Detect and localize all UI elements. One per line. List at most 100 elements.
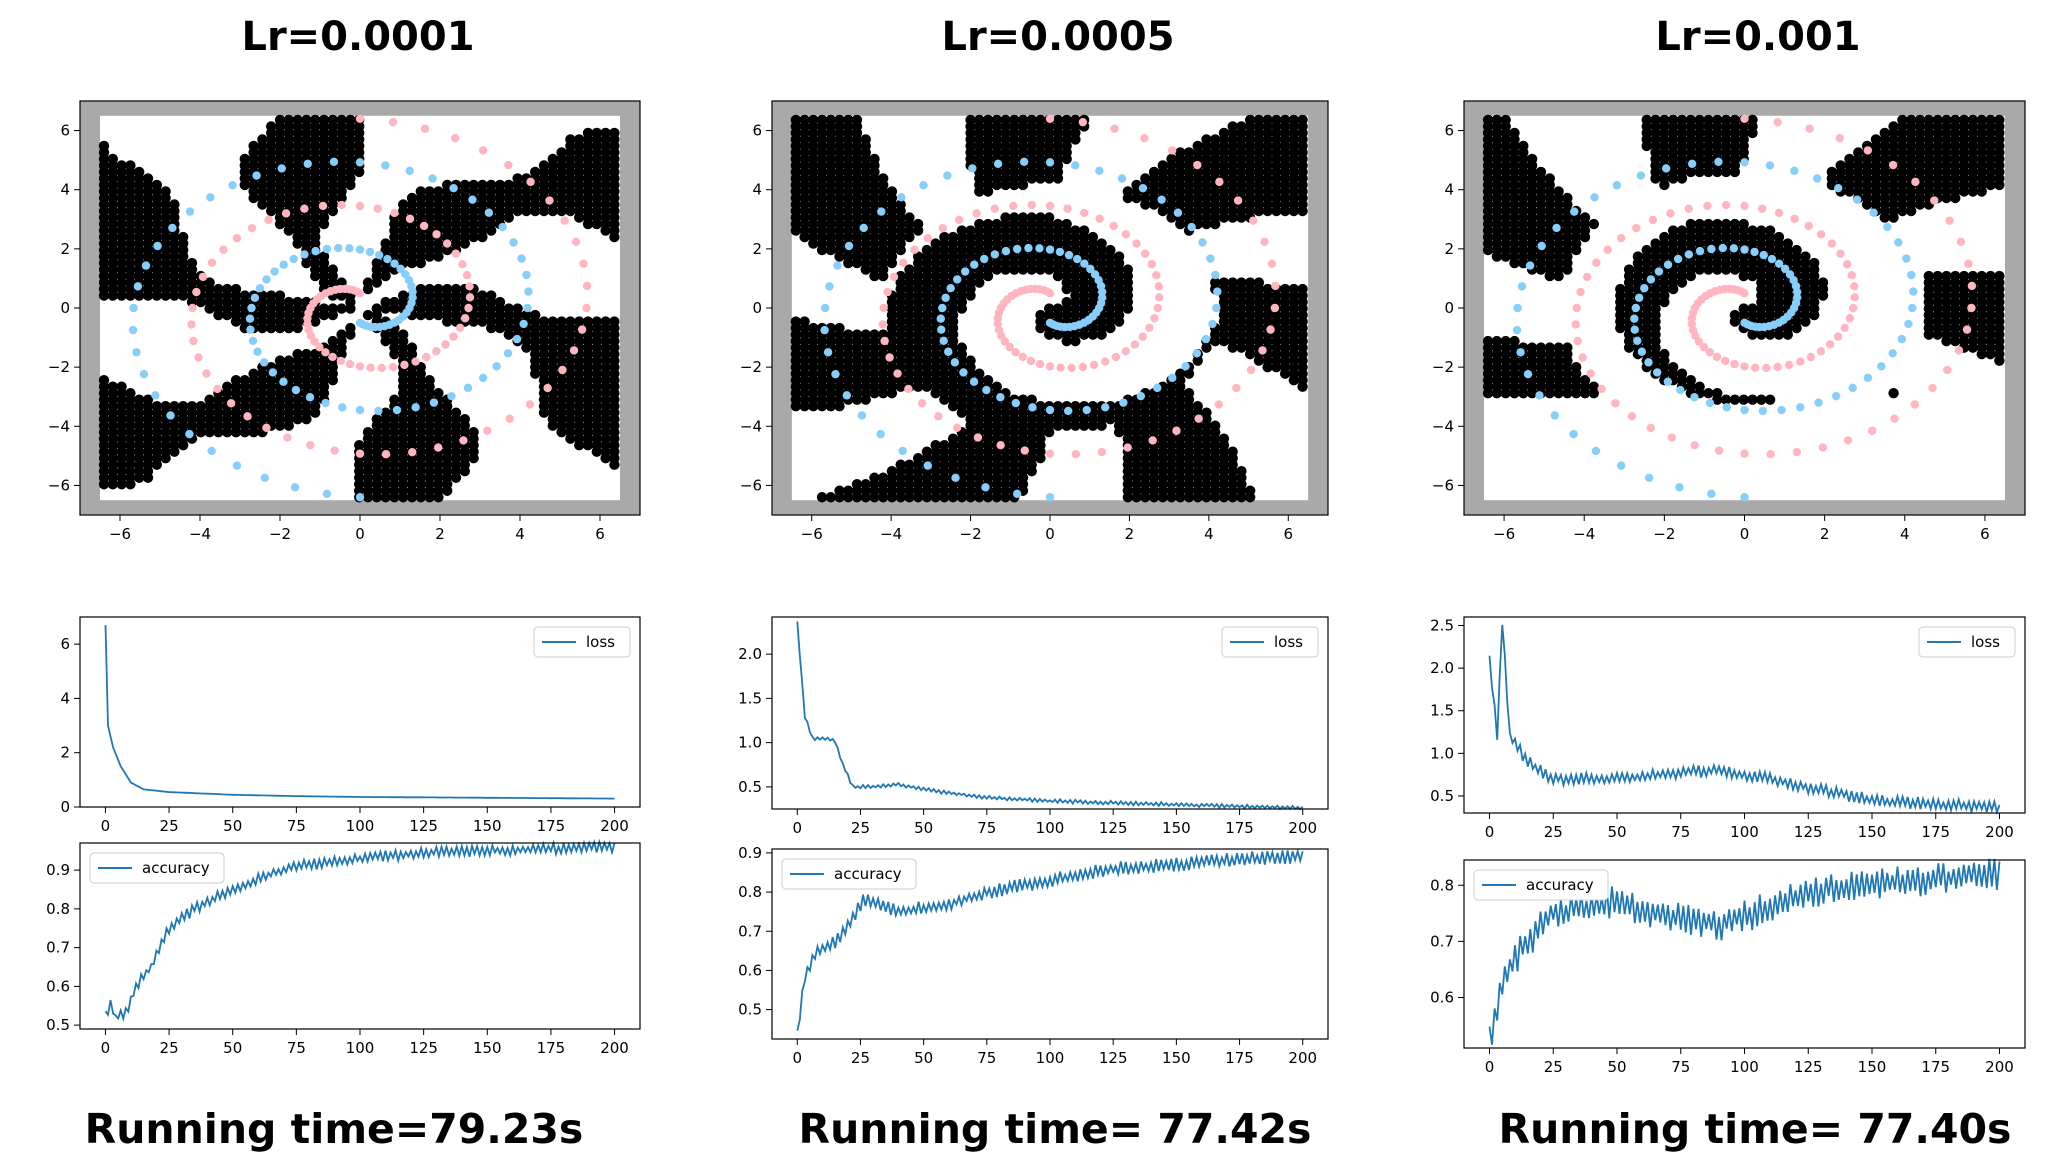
scatter-1-xtick-label: 0 xyxy=(1045,525,1055,543)
scatter-0-region-dot xyxy=(107,153,119,165)
scatter-1-blue-point xyxy=(1201,334,1211,344)
column-title-lr-001: Lr=0.001 xyxy=(1655,14,1861,60)
scatter-1-region-dot xyxy=(869,153,880,165)
scatter-0-blue-point xyxy=(523,303,532,313)
scatter-1-pink-point xyxy=(893,369,902,378)
scatter-0-pink-point xyxy=(328,352,337,362)
scatter-0-region-dot xyxy=(327,303,338,314)
scatter-2-region-dot xyxy=(1809,257,1820,269)
scatter-0-region-dot xyxy=(433,186,444,197)
scatter-0-pink-point xyxy=(478,146,488,155)
scatter-1-blue-point xyxy=(1045,405,1055,415)
scatter-0-blue-point xyxy=(129,303,138,313)
scatter-1-blue-point xyxy=(993,159,1003,169)
scatter-0-blue-point xyxy=(468,195,477,204)
scatter-2-pink-point xyxy=(1836,249,1845,258)
scatter-0-pink-point xyxy=(262,423,271,433)
scatter-2-region-dot xyxy=(1553,186,1564,197)
scatter-1-blue-point xyxy=(1138,183,1148,193)
scatter-0-region-dot xyxy=(380,296,391,308)
scatter-2-pink-point xyxy=(1703,201,1712,211)
scatter-0-region-dot xyxy=(301,348,312,360)
scatter-0-blue-point xyxy=(405,166,414,176)
scatter-0-blue-point xyxy=(321,398,330,408)
scatter-0-blue-point xyxy=(381,161,390,170)
scatter-1-region-dot xyxy=(1244,485,1256,496)
scatter-2-blue-point xyxy=(1863,373,1873,383)
scatter-2-blue-point xyxy=(1909,287,1918,296)
scatter-1-blue-point xyxy=(1213,287,1222,296)
scatter-2-region-dot xyxy=(1712,387,1723,399)
scatter-2-region-dot xyxy=(1544,173,1555,184)
scatter-1-blue-point xyxy=(1101,403,1110,412)
scatter-1-blue-point xyxy=(1208,319,1217,329)
scatter-1-pink-point xyxy=(938,223,947,233)
scatter-2-blue-point xyxy=(1663,260,1673,269)
scatter-2-blue-point xyxy=(1633,336,1642,345)
scatter-0-blue-point xyxy=(289,254,298,264)
scatter-0-blue-point xyxy=(334,243,343,253)
scatter-1-pink-point xyxy=(1260,237,1269,247)
scatter-1-pink-point xyxy=(1193,160,1202,170)
scatter-2-pink-point xyxy=(1572,303,1581,313)
scatter-1-pink-point xyxy=(880,336,889,346)
scatter-2-pink-point xyxy=(1616,233,1626,243)
scatter-0-pink-point xyxy=(434,443,443,452)
scatter-0-blue-point xyxy=(355,405,365,415)
scatter-2-region-dot xyxy=(1747,114,1758,126)
scatter-0-region-dot xyxy=(362,427,374,438)
scatter-2-region-dot xyxy=(1500,114,1511,126)
scatter-1-blue-point xyxy=(1073,254,1082,264)
scatter-0-region-dot xyxy=(274,114,286,126)
scatter-2-blue-point xyxy=(1831,391,1841,401)
scatter-2-region-dot xyxy=(1509,127,1520,139)
scatter-1-pink-point xyxy=(1168,146,1177,155)
scatter-0-region-dot xyxy=(442,283,453,295)
scatter-0-ytick-label: −6 xyxy=(48,476,70,494)
scatter-0-region-dot xyxy=(468,427,479,438)
scatter-1-blue-point xyxy=(996,393,1005,402)
scatter-2-region-dot xyxy=(1791,244,1802,256)
scatter-1-blue-point xyxy=(1028,403,1037,412)
scatter-1-pink-point xyxy=(1045,114,1055,123)
scatter-0-region-dot xyxy=(248,140,259,152)
scatter-1-blue-point xyxy=(1192,349,1202,358)
scatter-1-blue-point xyxy=(943,171,952,180)
scatter-1-blue-point xyxy=(990,250,1000,259)
scatter-0-pink-point xyxy=(264,215,273,225)
scatter-2-blue-point xyxy=(1904,319,1913,329)
scatter-1-region-dot xyxy=(974,368,985,379)
scatter-0-region-dot xyxy=(239,290,250,301)
scatter-0-region-dot xyxy=(266,121,277,132)
scatter-2-blue-point xyxy=(1718,243,1727,253)
scatter-1-blue-point xyxy=(831,369,840,379)
scatter-0-blue-point xyxy=(503,349,513,358)
scatter-1-pink-point xyxy=(1100,357,1110,366)
scatter-0-blue-point xyxy=(270,267,279,276)
scatter-1-blue-point xyxy=(981,483,990,492)
scatter-1-pink-point xyxy=(1194,414,1203,423)
scatter-0-region-dot xyxy=(239,153,250,165)
scatter-1-pink-point xyxy=(1270,303,1280,313)
scatter-2-blue-point xyxy=(1722,403,1731,412)
scatter-1-pink-point xyxy=(1150,314,1159,323)
scatter-1-pink-point xyxy=(1249,216,1258,225)
scatter-0-pink-point xyxy=(483,426,492,435)
scatter-1-blue-point xyxy=(1011,398,1021,408)
scatter-0-pink-point xyxy=(207,258,217,267)
scatter-2-region-dot xyxy=(1509,335,1520,347)
column-title-lr-0005: Lr=0.0005 xyxy=(941,14,1175,60)
scatter-0-pink-point xyxy=(458,260,467,269)
scatter-1-blue-point xyxy=(1119,398,1128,407)
scatter-0-pink-point xyxy=(330,446,339,455)
scatter-1-blue-point xyxy=(1082,405,1091,415)
scatter-0-pink-point xyxy=(400,360,409,370)
scatter-2-blue-point xyxy=(1663,377,1673,386)
scatter-1-region-dot xyxy=(1210,420,1221,431)
scatter-0-region-dot xyxy=(459,179,470,191)
scatter-1-region-dot xyxy=(860,134,871,145)
scatter-2-region-dot xyxy=(1773,231,1785,243)
scatter-1-ytick-label: −4 xyxy=(740,417,762,435)
scatter-1-pink-point xyxy=(1078,117,1088,127)
scatter-1-blue-point xyxy=(876,429,885,439)
